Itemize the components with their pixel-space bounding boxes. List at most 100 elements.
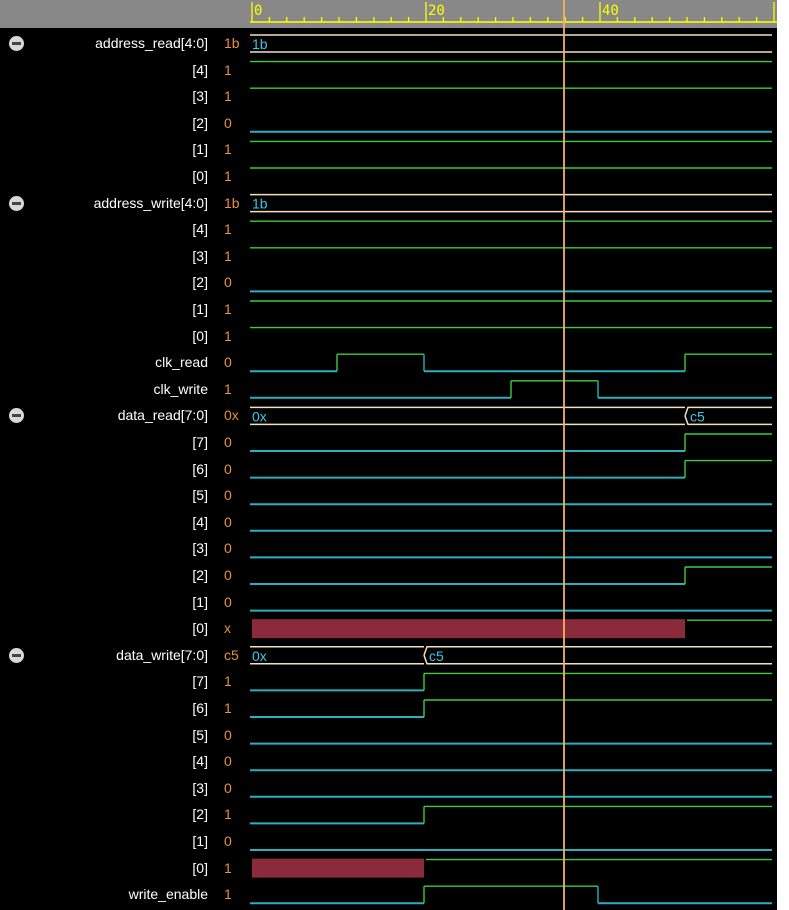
signal-row[interactable]: write_enable 1	[0, 881, 250, 907]
signal-row[interactable]: [3] 1	[0, 243, 250, 269]
signal-name: clk_write	[153, 380, 208, 397]
signal-name: [0]	[192, 859, 208, 876]
signal-value: 0	[224, 460, 232, 477]
collapse-icon[interactable]	[9, 36, 24, 51]
signal-name: [3]	[192, 540, 208, 557]
bus-waveform: 1b	[250, 193, 772, 213]
signal-value: 1	[224, 886, 232, 903]
unknown-region	[252, 858, 424, 878]
signal-name: [0]	[192, 620, 208, 637]
signal-name: [6]	[192, 460, 208, 477]
signal-value: 1	[224, 247, 232, 264]
signal-row[interactable]: [7] 0	[0, 429, 250, 455]
signal-value: 0	[224, 593, 232, 610]
signal-row[interactable]: [2] 0	[0, 110, 250, 136]
signal-name: data_write[7:0]	[116, 646, 208, 663]
signal-row[interactable]: [2] 0	[0, 562, 250, 588]
signal-value: 1	[224, 88, 232, 105]
collapse-icon[interactable]	[9, 408, 24, 424]
signal-value: 0	[224, 434, 232, 450]
bus-value-label: 0x	[252, 408, 267, 424]
bus-waveform: 0x c5	[250, 646, 772, 665]
signal-row[interactable]: [4] 1	[0, 57, 250, 83]
time-cursor[interactable]	[563, 0, 566, 910]
signal-row[interactable]: [0] 1	[0, 323, 250, 349]
signal-value: c5	[224, 646, 239, 663]
signal-row[interactable]: [4] 0	[0, 509, 250, 535]
signal-group-row[interactable]: address_write[4:0] 1b	[0, 190, 250, 216]
signal-value: 0	[224, 354, 232, 371]
bus-segment	[250, 406, 685, 426]
signal-name: [4]	[192, 753, 208, 770]
signal-name: address_write[4:0]	[93, 194, 208, 211]
signal-name: [2]	[192, 567, 208, 583]
signal-row[interactable]: [4] 0	[0, 748, 250, 774]
signal-value: x	[224, 620, 231, 637]
ruler-ticks	[250, 2, 777, 23]
bus-segment	[250, 193, 772, 213]
signal-row[interactable]: clk_write 1	[0, 376, 250, 402]
collapse-icon[interactable]	[9, 647, 24, 663]
signal-name: [0]	[192, 168, 208, 184]
signal-name: address_read[4:0]	[95, 35, 208, 51]
waveform-area[interactable]: 1b 1b 0x c5 0x c5	[250, 28, 777, 910]
unknown-region	[252, 619, 685, 639]
signal-value: 1	[224, 806, 232, 823]
signal-row[interactable]: [6] 0	[0, 456, 250, 482]
bit-waveform	[250, 459, 772, 479]
collapse-icon[interactable]	[9, 195, 24, 211]
signal-row[interactable]: [6] 1	[0, 695, 250, 721]
signal-row[interactable]: [7] 1	[0, 668, 250, 694]
signal-value: 0	[224, 833, 232, 849]
bit-waveform	[250, 672, 772, 692]
signal-row[interactable]: [5] 0	[0, 482, 250, 508]
signal-row[interactable]: [3] 1	[0, 83, 250, 109]
signal-group-row[interactable]: data_write[7:0] c5	[0, 642, 250, 668]
signal-row[interactable]: [4] 1	[0, 216, 250, 242]
signal-value: 0	[224, 513, 232, 530]
signal-row[interactable]: [0] 1	[0, 855, 250, 881]
ruler-tick-label: 20	[428, 3, 445, 19]
signal-name: [3]	[192, 779, 208, 796]
signal-row[interactable]: [1] 0	[0, 828, 250, 854]
signal-row[interactable]: [1] 1	[0, 136, 250, 162]
signal-group-row[interactable]: address_read[4:0] 1b	[0, 30, 250, 56]
signal-value: 1b	[224, 194, 240, 211]
signal-row[interactable]: [0] 1	[0, 163, 250, 189]
bus-segment	[423, 646, 772, 665]
signal-value: 1	[224, 673, 232, 690]
signal-name: [4]	[192, 61, 208, 78]
signal-name: [1]	[192, 833, 208, 849]
signal-row[interactable]: [0] x	[0, 615, 250, 641]
bit-waveform	[250, 353, 772, 373]
signal-value: 0x	[224, 407, 239, 424]
signal-row[interactable]: [3] 0	[0, 775, 250, 801]
signal-value: 0	[224, 274, 232, 291]
time-ruler[interactable]: 0 20 40	[250, 0, 777, 28]
signal-value: 0	[224, 567, 232, 583]
signal-value: 1	[224, 168, 232, 184]
signal-group-row[interactable]: data_read[7:0] 0x	[0, 402, 250, 428]
signal-row[interactable]: clk_read 0	[0, 349, 250, 375]
signal-name: [1]	[192, 593, 208, 610]
signal-row[interactable]: [2] 1	[0, 801, 250, 827]
signal-name: [7]	[192, 434, 208, 450]
bus-value-label: 0x	[252, 648, 267, 664]
bus-segment	[684, 406, 772, 426]
bit-waveform	[250, 433, 772, 452]
bit-waveform	[250, 699, 772, 718]
signal-row[interactable]: [3] 0	[0, 535, 250, 561]
signal-row[interactable]: [5] 0	[0, 722, 250, 748]
signal-row[interactable]: [1] 0	[0, 589, 250, 615]
signal-value: 1	[224, 859, 232, 876]
bus-value-label: c5	[690, 408, 705, 424]
signal-row[interactable]: [2] 0	[0, 269, 250, 295]
signal-value: 0	[224, 114, 232, 131]
signal-value: 1	[224, 327, 232, 344]
signal-row[interactable]: [1] 1	[0, 296, 250, 322]
signal-name: [7]	[192, 673, 208, 690]
signal-name: clk_read	[155, 354, 208, 371]
bus-value-label: 1b	[252, 196, 268, 212]
signal-name: [5]	[192, 487, 208, 504]
